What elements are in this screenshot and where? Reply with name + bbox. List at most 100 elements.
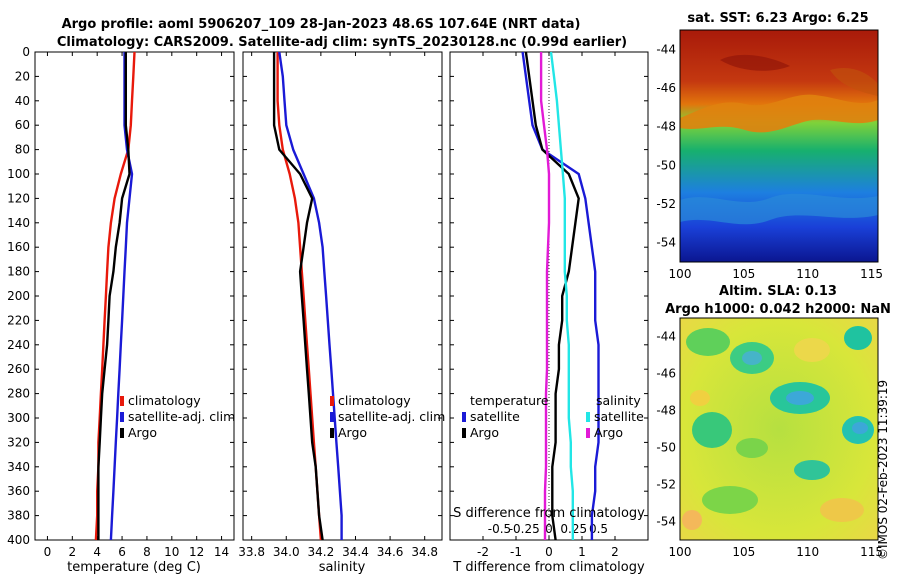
x-tick-label: 34.8 (411, 545, 438, 559)
x-tick-label: 14 (214, 545, 229, 559)
legend-t-satellite: satellite (470, 409, 520, 424)
legend-satellite: satellite-adj. clim (338, 409, 445, 424)
legend-swatch-satellite (330, 412, 334, 422)
map-y-tick-label: -52 (656, 478, 676, 492)
series-line-t-satellite (521, 51, 600, 540)
sla-map (680, 318, 878, 540)
x-tick-label: 8 (143, 545, 151, 559)
map-x-tick-label: 105 (732, 545, 755, 559)
map-y-tick-label: -50 (656, 441, 676, 455)
legend-swatch-s-argo (586, 428, 590, 438)
map-y-tick-label: -54 (656, 515, 676, 529)
temperature-panel (34, 51, 235, 541)
legend-swatch-t-satellite (462, 412, 466, 422)
map-y-tick-label: -52 (656, 197, 676, 211)
map-y-tick-label: -44 (656, 330, 676, 344)
y-tick-label: 160 (7, 240, 30, 254)
legend-s-argo: Argo (594, 425, 623, 440)
sla-map-title-2: Argo h1000: 0.042 h2000: NaN (665, 302, 891, 317)
temperature-legend: climatology satellite-adj. clim Argo (120, 393, 235, 440)
legend-t-argo: Argo (470, 425, 499, 440)
salinity-x-label: salinity (319, 560, 366, 575)
map-x-tick-label: 105 (732, 267, 755, 281)
legend-swatch-climatology (330, 396, 334, 406)
legend-swatch-argo (120, 428, 124, 438)
y-tick-label: 320 (7, 435, 30, 449)
legend-temperature-title: temperature (470, 393, 549, 408)
y-tick-label: 280 (7, 387, 30, 401)
y-tick-label: 400 (7, 533, 30, 547)
map-y-tick-label: -48 (656, 404, 676, 418)
legend-climatology: climatology (128, 393, 201, 408)
legend-satellite: satellite-adj. clim (128, 409, 235, 424)
map-y-tick-label: -46 (656, 367, 676, 381)
x-tick-label: -2 (477, 545, 489, 559)
series-line-s-satellite (549, 51, 574, 540)
x-tick-label: 6 (118, 545, 126, 559)
legend-climatology: climatology (338, 393, 411, 408)
legend-argo: Argo (338, 425, 367, 440)
y-tick-label: 40 (15, 94, 30, 108)
y-tick-label: 80 (15, 143, 30, 157)
x-tick-label: 1 (578, 545, 586, 559)
s-difference-axis-label: S difference from climatology (453, 506, 645, 521)
temperature-x-label: temperature (deg C) (67, 560, 201, 575)
title-line-1: Argo profile: aoml 5906207_109 28-Jan-20… (62, 17, 581, 32)
x-tick-label: 4 (93, 545, 101, 559)
sla-map-frame (679, 317, 879, 541)
x-tick-label: 34.0 (273, 545, 300, 559)
y-tick-label: 180 (7, 265, 30, 279)
y-tick-label: 140 (7, 216, 30, 230)
y-tick-label: 360 (7, 484, 30, 498)
copyright-timestamp: ©IMOS 02-Feb-2023 11:39:19 (876, 379, 890, 560)
sst-map-frame (679, 29, 879, 263)
legend-salinity-title: salinity (596, 393, 641, 408)
x-tick-label: 0 (545, 545, 553, 559)
legend-swatch-satellite (120, 412, 124, 422)
series-line-satellite-adj-clim (278, 51, 343, 540)
map-x-tick-label: 115 (860, 267, 883, 281)
map-x-tick-label: 100 (669, 545, 692, 559)
map-x-tick-label: 115 (860, 545, 883, 559)
x-tick-label: 34.4 (342, 545, 369, 559)
x-tick-label: 33.8 (238, 545, 265, 559)
x-tick-label: 2 (68, 545, 76, 559)
legend-swatch-climatology (120, 396, 124, 406)
x-tick-label: 12 (189, 545, 204, 559)
x-tick-label: 34.2 (308, 545, 335, 559)
series-line-s-argo (539, 52, 551, 540)
salinity-legend: climatology satellite-adj. clim Argo (330, 393, 445, 440)
map-y-tick-label: -48 (656, 120, 676, 134)
x-tick-label: 34.6 (377, 545, 404, 559)
difference-legend: temperature satellite Argo salinity sate… (462, 393, 644, 440)
y-tick-label: 120 (7, 191, 30, 205)
s-tick-label: -0.5 (488, 522, 511, 536)
y-tick-label: 240 (7, 338, 30, 352)
s-tick-label: 0.5 (589, 522, 608, 536)
sst-map (680, 30, 878, 262)
series-line-argo (272, 52, 324, 541)
x-tick-label: 2 (611, 545, 619, 559)
y-tick-label: 260 (7, 362, 30, 376)
y-tick-label: 380 (7, 509, 30, 523)
map-y-tick-label: -54 (656, 236, 676, 250)
map-x-tick-label: 110 (796, 267, 819, 281)
sst-map-title: sat. SST: 6.23 Argo: 6.25 (687, 11, 868, 26)
map-y-tick-label: -46 (656, 81, 676, 95)
y-tick-label: 220 (7, 313, 30, 327)
y-tick-label: 100 (7, 167, 30, 181)
s-tick-label: -0.25 (509, 522, 540, 536)
map-x-tick-label: 110 (796, 545, 819, 559)
series-line-t-argo (524, 51, 580, 541)
legend-argo: Argo (128, 425, 157, 440)
map-y-tick-label: -50 (656, 158, 676, 172)
x-tick-label: 10 (164, 545, 179, 559)
legend-s-satellite: satellite (594, 409, 644, 424)
legend-swatch-t-argo (462, 428, 466, 438)
title-line-2: Climatology: CARS2009. Satellite-adj cli… (57, 35, 627, 50)
legend-swatch-argo (330, 428, 334, 438)
y-tick-label: 340 (7, 460, 30, 474)
x-tick-label: 0 (44, 545, 52, 559)
y-tick-label: 200 (7, 289, 30, 303)
